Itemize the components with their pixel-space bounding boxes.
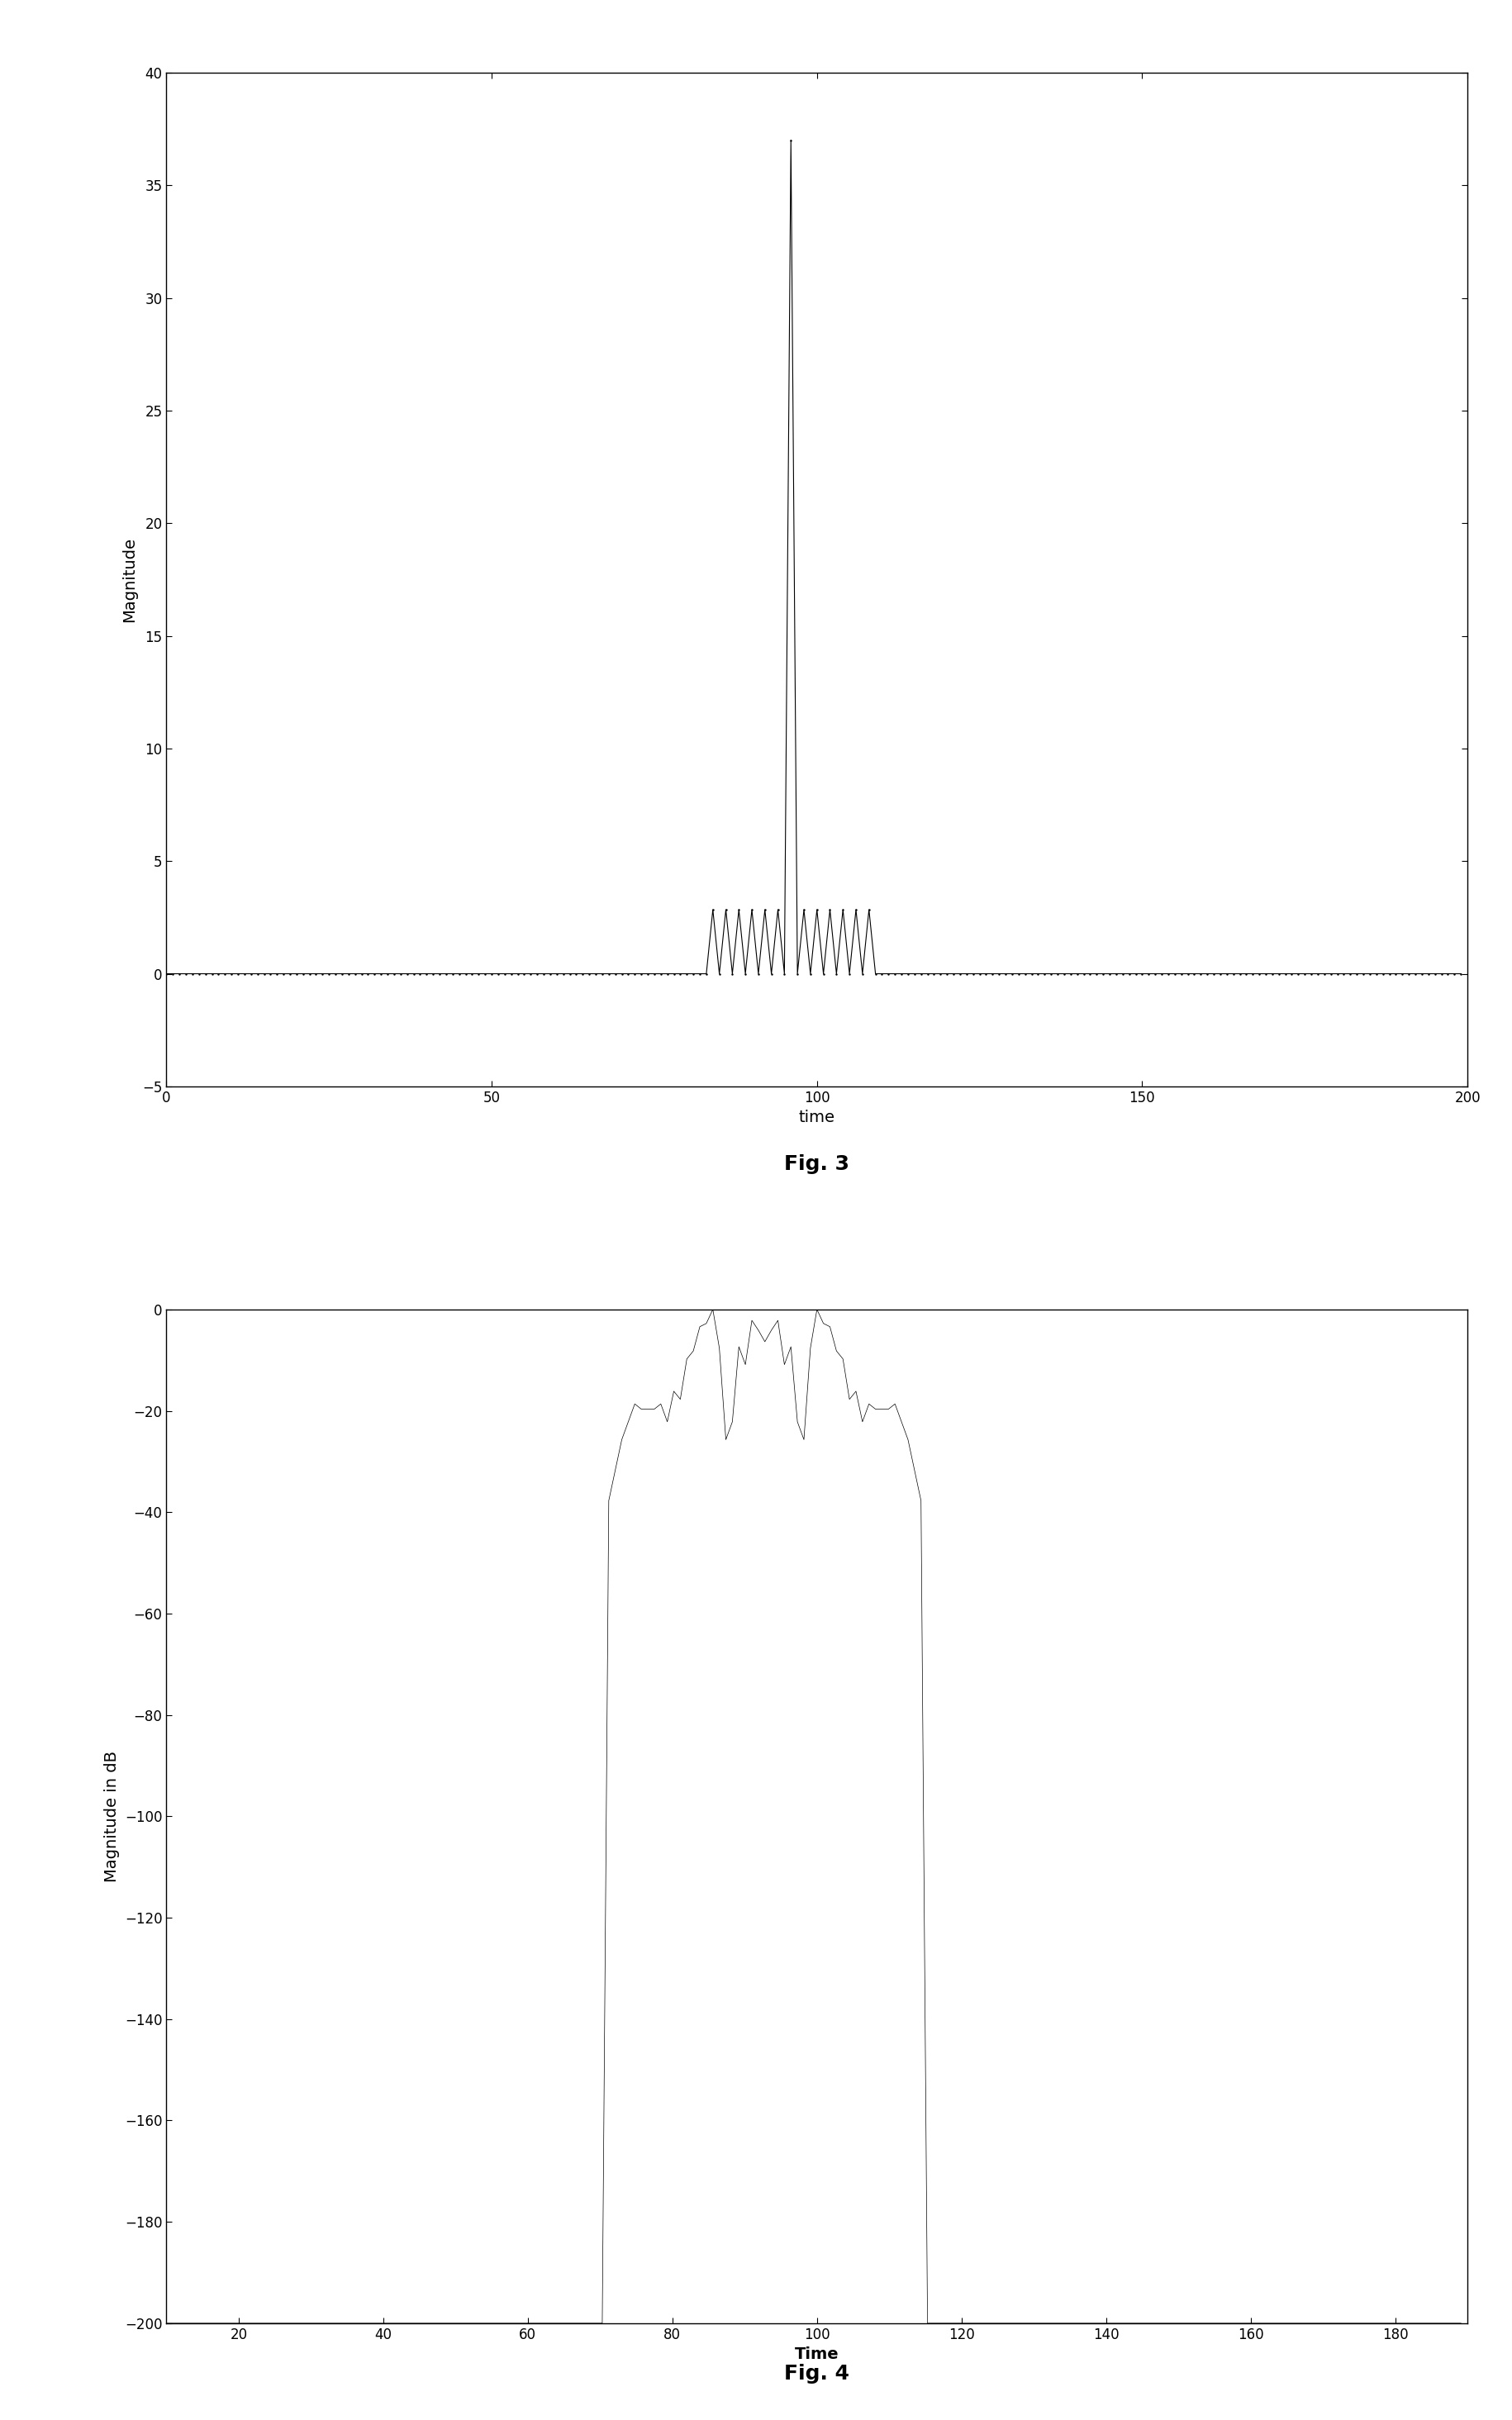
Text: Fig. 4: Fig. 4 bbox=[783, 2364, 850, 2384]
Text: Fig. 3: Fig. 3 bbox=[783, 1154, 850, 1174]
Y-axis label: Magnitude in dB: Magnitude in dB bbox=[104, 1750, 119, 1883]
Y-axis label: Magnitude: Magnitude bbox=[122, 537, 138, 622]
X-axis label: Time: Time bbox=[794, 2347, 839, 2362]
X-axis label: time: time bbox=[798, 1111, 835, 1125]
